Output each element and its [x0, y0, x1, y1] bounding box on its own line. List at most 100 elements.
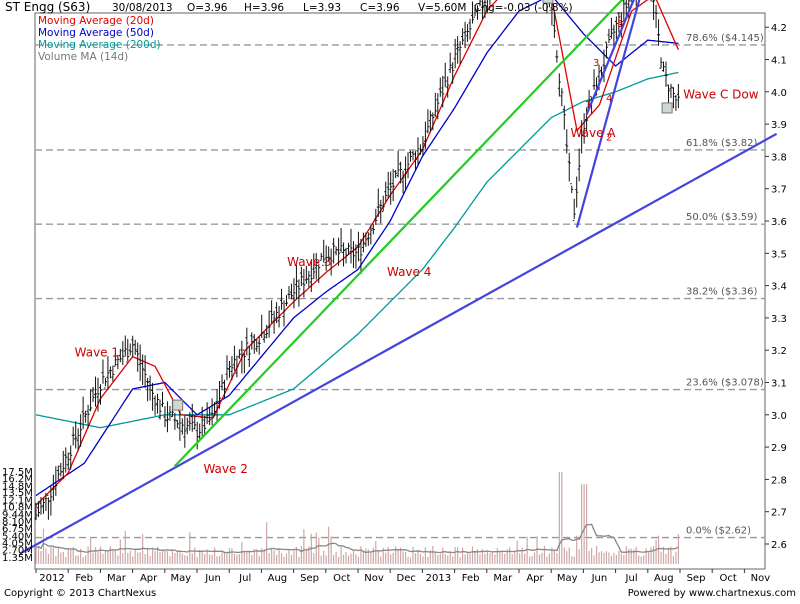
price-candle [128, 343, 132, 356]
annotation-label: 1 [585, 100, 591, 111]
price-candle [396, 150, 400, 178]
price-candle [676, 83, 680, 109]
price-candle [448, 52, 452, 74]
x-tick-label: Sep [687, 573, 706, 584]
price-candle [337, 237, 341, 266]
price-candle [406, 152, 410, 179]
ticker-title: ST Engg (S63) [5, 0, 90, 14]
price-candle [235, 355, 239, 378]
price-candle [69, 445, 73, 470]
price-candle [381, 195, 385, 213]
annotation-label: 2 [606, 132, 612, 143]
trendline-wedge-lower [575, 0, 641, 228]
price-candle [218, 380, 222, 409]
price-candle [322, 239, 326, 266]
price-candle [108, 366, 112, 379]
price-candle [178, 410, 182, 441]
price-candle [56, 465, 60, 480]
price-candle [44, 492, 48, 511]
price-candle [61, 450, 65, 480]
price-candle [230, 356, 234, 381]
fib-label: 23.6% ($3.078) [686, 378, 764, 389]
price-candle [294, 265, 298, 300]
annotation-label: Wave 4 [387, 265, 431, 279]
price-candle [602, 49, 606, 83]
volume-tick-label: 13.5M [2, 488, 33, 499]
price-candle [364, 232, 368, 247]
price-candle [453, 38, 457, 69]
price-candle [160, 391, 164, 408]
x-tick-label: Jul [238, 573, 251, 584]
x-tick-label: Jul [625, 573, 638, 584]
price-candle [369, 225, 373, 245]
price-candle [148, 375, 152, 401]
price-candle [267, 310, 271, 338]
price-candle [79, 414, 83, 447]
price-candle [319, 252, 323, 261]
price-candle [552, 12, 556, 38]
price-candle [443, 62, 447, 88]
price-candle [173, 412, 177, 430]
price-candle [39, 496, 43, 515]
price-candle [662, 61, 666, 72]
price-candle [86, 404, 90, 429]
price-candle [384, 181, 388, 202]
price-candle [175, 420, 179, 429]
price-candle [64, 447, 68, 473]
legend-ma200: Moving Average (200d) [38, 39, 161, 51]
price-candle [657, 19, 661, 46]
x-tick-label: Oct [333, 573, 350, 584]
price-tick-label: 3.0 [771, 411, 787, 422]
price-candle [153, 395, 157, 416]
price-candle [188, 412, 192, 431]
price-candle [379, 199, 383, 224]
price-candle [466, 24, 470, 42]
price-candle [198, 423, 202, 441]
price-candle [84, 410, 88, 423]
price-candle [619, 12, 623, 38]
price-candle [604, 41, 608, 59]
annotation-label: Wave C Dow [683, 87, 759, 101]
plot-frame [34, 12, 766, 570]
price-candle [282, 300, 286, 327]
header-open: O=3.96 [187, 2, 228, 14]
price-candle [572, 198, 576, 221]
price-candle [34, 502, 38, 521]
price-tick-label: 4.1 [771, 56, 787, 67]
price-tick-label: 3.9 [771, 120, 787, 131]
price-candle [394, 170, 398, 179]
price-tick-label: 2.8 [771, 475, 787, 486]
price-candle [299, 266, 303, 287]
price-candle [426, 109, 430, 134]
dividend-marker-icon [542, 0, 554, 4]
x-tick-label: Feb [462, 573, 480, 584]
volume-ma-line [35, 523, 679, 554]
price-tick-label: 4.3 [771, 0, 787, 2]
price-candle [143, 355, 147, 388]
price-candle [347, 242, 351, 255]
volume-tick-label: 12.1M [2, 496, 33, 507]
price-candle [98, 384, 102, 405]
price-candle [66, 452, 70, 470]
volume-tick-label: 5.40M [2, 531, 33, 542]
price-candle [116, 354, 120, 370]
price-candle [413, 151, 417, 170]
price-candle [451, 62, 455, 84]
annotation-label: Wave 1 [75, 346, 119, 360]
price-tick-label: 4.2 [771, 23, 787, 34]
price-candle [473, 4, 477, 18]
price-candle [168, 405, 172, 421]
volume-tick-label: 6.75M [2, 524, 33, 535]
price-candle [96, 377, 100, 412]
price-candle [418, 144, 422, 155]
x-tick-label: Nov [364, 573, 384, 584]
price-candle [609, 17, 613, 39]
annotation-label: Wave A [571, 126, 617, 140]
price-candle [213, 402, 217, 417]
price-candle [101, 359, 105, 384]
volume-bars [35, 471, 679, 564]
header-date: 30/08/2013 [112, 2, 173, 14]
